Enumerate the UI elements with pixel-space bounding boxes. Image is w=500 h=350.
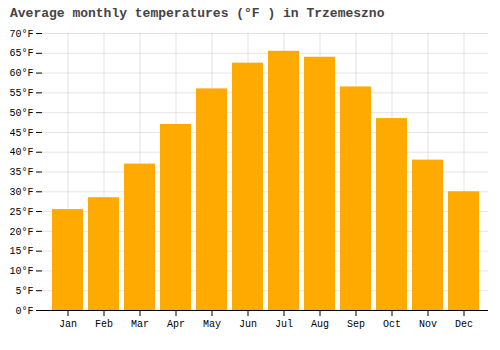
- svg-text:50°F: 50°F: [9, 108, 33, 119]
- svg-text:Dec: Dec: [455, 319, 473, 330]
- svg-text:Jan: Jan: [59, 319, 77, 330]
- svg-text:70°F: 70°F: [9, 29, 33, 40]
- svg-text:Oct: Oct: [383, 319, 401, 330]
- svg-text:60°F: 60°F: [9, 68, 33, 79]
- svg-text:30°F: 30°F: [9, 187, 33, 198]
- svg-text:15°F: 15°F: [9, 246, 33, 257]
- svg-text:Sep: Sep: [347, 319, 365, 330]
- html-text:Average monthly temperatures (: Average monthly temperatures (°F ) in Tr…: [10, 6, 385, 21]
- svg-text:Jun: Jun: [239, 319, 257, 330]
- svg-text:Apr: Apr: [167, 319, 185, 330]
- svg-text:55°F: 55°F: [9, 88, 33, 99]
- svg-text:Jul: Jul: [275, 319, 293, 330]
- svg-text:Feb: Feb: [95, 319, 113, 330]
- svg-text:20°F: 20°F: [9, 227, 33, 238]
- svg-text:0°F: 0°F: [15, 306, 33, 317]
- svg-text:25°F: 25°F: [9, 207, 33, 218]
- svg-text:May: May: [203, 319, 221, 330]
- svg-text:65°F: 65°F: [9, 48, 33, 59]
- svg-text:5°F: 5°F: [15, 286, 33, 297]
- svg-text:Nov: Nov: [419, 319, 437, 330]
- svg-text:10°F: 10°F: [9, 266, 33, 277]
- svg-text:40°F: 40°F: [9, 147, 33, 158]
- svg-text:Mar: Mar: [131, 319, 149, 330]
- svg-text:45°F: 45°F: [9, 128, 33, 139]
- svg-text:Aug: Aug: [311, 319, 329, 330]
- svg-text:35°F: 35°F: [9, 167, 33, 178]
